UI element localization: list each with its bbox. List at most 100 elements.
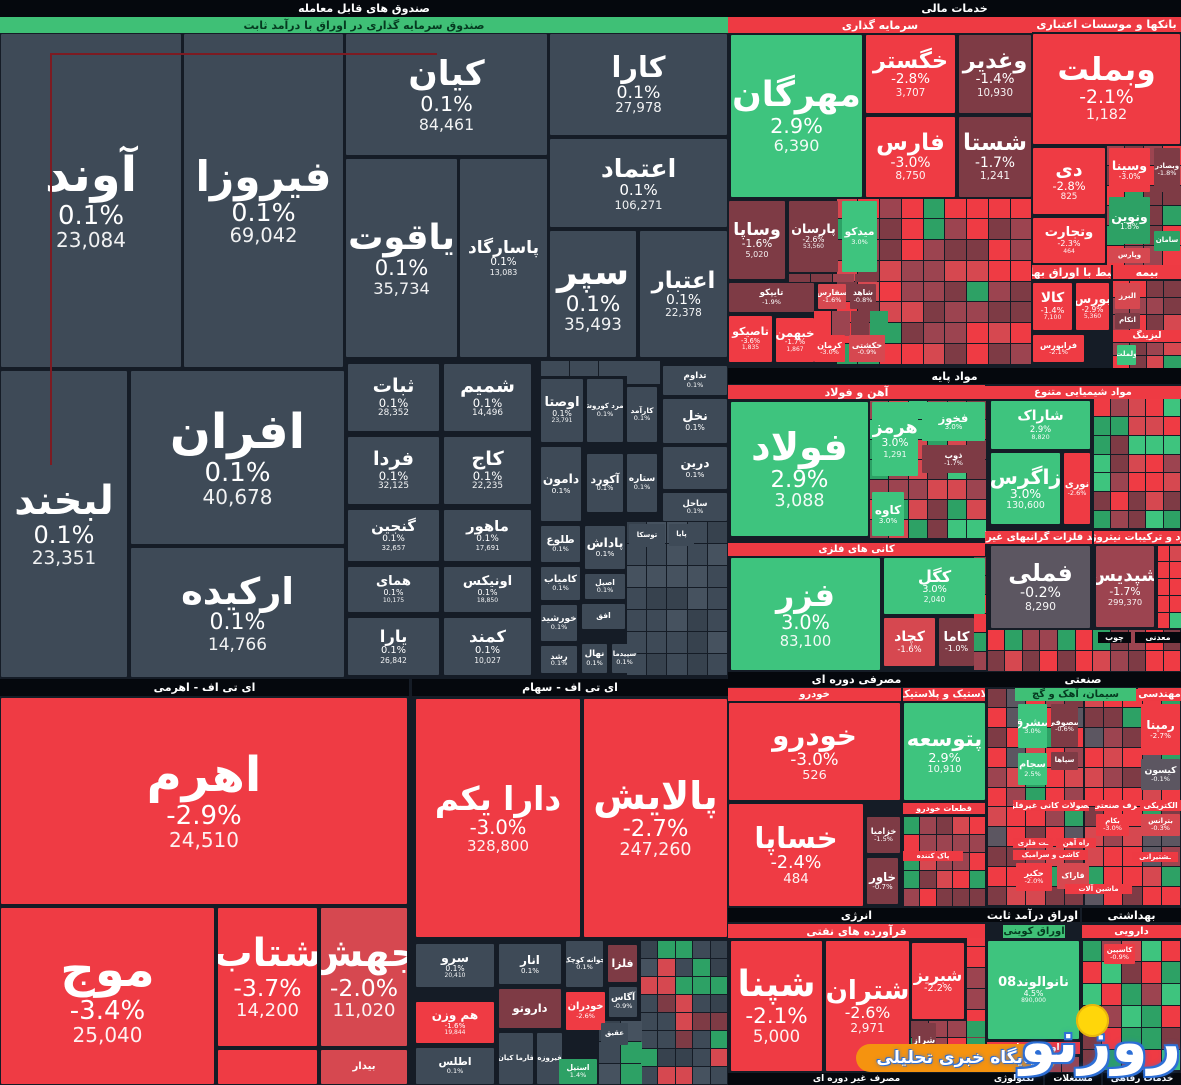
filler-tile[interactable] [1146,510,1163,529]
treemap-tile-نوری[interactable]: نوری -2.6% [1064,453,1090,524]
treemap-tile-شپدیس[interactable]: شپدیس -1.7% 299,370 [1096,546,1154,627]
filler-tile[interactable] [675,994,693,1012]
treemap-tile-ساحل[interactable]: ساحل 0.1% [663,493,727,521]
filler-tile[interactable] [1146,492,1163,510]
treemap-tile-فملی[interactable]: فملی -0.2% 8,290 [991,546,1090,628]
filler-tile[interactable] [1102,1027,1122,1049]
filler-tile[interactable] [708,521,728,543]
filler-tile[interactable] [1111,435,1128,454]
filler-tile[interactable] [1169,545,1181,562]
filler-tile[interactable] [1093,492,1111,510]
filler-tile[interactable] [640,994,658,1012]
filler-tile[interactable] [626,360,660,384]
filler-tile[interactable] [901,323,923,343]
treemap-tile-سشرق[interactable]: سشرق3.0% [1018,704,1047,748]
filler-tile[interactable] [1061,1056,1080,1072]
filler-tile[interactable] [675,1031,693,1049]
filler-tile[interactable] [640,940,658,958]
filler-tile[interactable] [1161,1049,1181,1071]
filler-tile[interactable] [923,260,945,281]
filler-tile[interactable] [880,198,901,219]
filler-tile[interactable] [967,260,988,281]
filler-tile[interactable] [967,302,988,323]
filler-tile[interactable] [923,240,945,260]
filler-tile[interactable] [788,273,810,282]
treemap-tile-همای[interactable]: همای 0.1% 10,175 [348,567,439,612]
filler-tile[interactable] [1123,767,1142,787]
filler-tile[interactable] [1084,748,1103,767]
filler-tile[interactable] [945,240,967,260]
filler-tile[interactable] [936,889,953,907]
treemap-tile-میدکو[interactable]: میدکو 3.0% [842,201,877,272]
treemap-tile-وتجارت[interactable]: وتجارت -2.3% 464 [1033,218,1105,263]
treemap-tile-اهرم[interactable]: اهرم -2.9% 24,510 [1,698,407,904]
treemap-tile-جهش[interactable]: جهش -2.0% 11,020 [321,908,407,1046]
treemap-tile-اتکام[interactable]: اتکام [1115,313,1140,329]
treemap-tile-کاوه[interactable]: کاوه 3.0% [872,492,904,536]
treemap-tile-رمپنا[interactable]: رمپنا -2.7% [1141,704,1180,755]
filler-tile[interactable] [1103,847,1123,866]
filler-tile[interactable] [1141,1006,1161,1027]
filler-tile[interactable] [1147,280,1164,297]
filler-tile[interactable] [1157,562,1169,579]
filler-tile[interactable] [880,281,901,302]
filler-tile[interactable] [693,994,710,1012]
filler-tile[interactable] [901,281,923,302]
filler-tile[interactable] [945,281,967,302]
filler-tile[interactable] [920,816,936,834]
treemap-tile-لبخند[interactable]: لبخند 0.1% 23,351 [1,371,127,677]
treemap-tile-اعتبار[interactable]: اعتبار 0.1% 22,378 [640,231,727,357]
filler-tile[interactable] [1141,1049,1161,1071]
filler-tile[interactable] [1157,545,1169,562]
filler-tile[interactable] [1040,629,1057,650]
treemap-tile-ستاره[interactable]: ستاره 0.1% [627,454,657,512]
filler-tile[interactable] [869,310,888,336]
filler-tile[interactable] [1010,240,1032,260]
treemap-tile-خودرو[interactable]: خودرو -3.0% 526 [729,703,900,800]
treemap-tile-وساپا[interactable]: وساپا -1.6% 5,020 [729,201,785,279]
filler-tile[interactable] [967,519,986,539]
filler-tile[interactable] [988,198,1010,219]
filler-tile[interactable] [1103,748,1123,767]
filler-tile[interactable] [710,1013,728,1031]
filler-tile[interactable] [687,610,708,632]
filler-tile[interactable] [710,958,728,976]
filler-tile[interactable] [928,479,947,499]
filler-tile[interactable] [1128,510,1146,529]
filler-tile[interactable] [1141,1027,1161,1049]
treemap-tile-اصیل[interactable]: اصیل 0.1% [585,574,625,599]
treemap-tile-فارما کیان[interactable]: فارما کیان [499,1033,533,1084]
filler-tile[interactable] [1163,435,1181,454]
filler-tile[interactable] [646,610,667,632]
filler-tile[interactable] [880,343,901,364]
treemap-tile-زمرد کوروش[interactable]: زمرد کوروش0.1% [587,379,623,442]
filler-tile[interactable] [675,976,693,994]
filler-tile[interactable] [923,281,945,302]
filler-tile[interactable] [1111,473,1128,492]
filler-tile[interactable] [987,767,1006,787]
filler-tile[interactable] [1146,398,1163,417]
filler-tile[interactable] [1169,579,1181,595]
treemap-tile-فزر[interactable]: فزر 3.0% 83,100 [731,558,880,670]
treemap-tile-ثبات[interactable]: ثبات 0.1% 28,352 [348,364,439,431]
filler-tile[interactable] [936,834,953,852]
filler-tile[interactable] [920,889,936,907]
filler-tile[interactable] [710,1067,728,1085]
filler-tile[interactable] [1146,473,1163,492]
treemap-tile-پاسارگاد[interactable]: پاسارگاد 0.1% 13,083 [460,159,547,357]
filler-tile[interactable] [1122,984,1141,1005]
filler-tile[interactable] [923,343,945,364]
treemap-tile-پایا[interactable]: پایا [669,524,694,546]
treemap-tile-کارآمد[interactable]: کارآمد 0.1% [627,387,657,442]
filler-tile[interactable] [1147,342,1164,355]
filler-tile[interactable] [973,633,986,652]
treemap-tile-شتاب[interactable]: شتاب -3.7% 14,200 [218,908,317,1046]
filler-tile[interactable] [708,543,728,565]
filler-tile[interactable] [1075,650,1093,671]
filler-tile[interactable] [1164,280,1181,297]
filler-tile[interactable] [658,1067,675,1085]
filler-tile[interactable] [710,940,728,958]
filler-tile[interactable] [987,827,1006,846]
filler-tile[interactable] [880,240,901,260]
filler-tile[interactable] [1102,962,1122,984]
